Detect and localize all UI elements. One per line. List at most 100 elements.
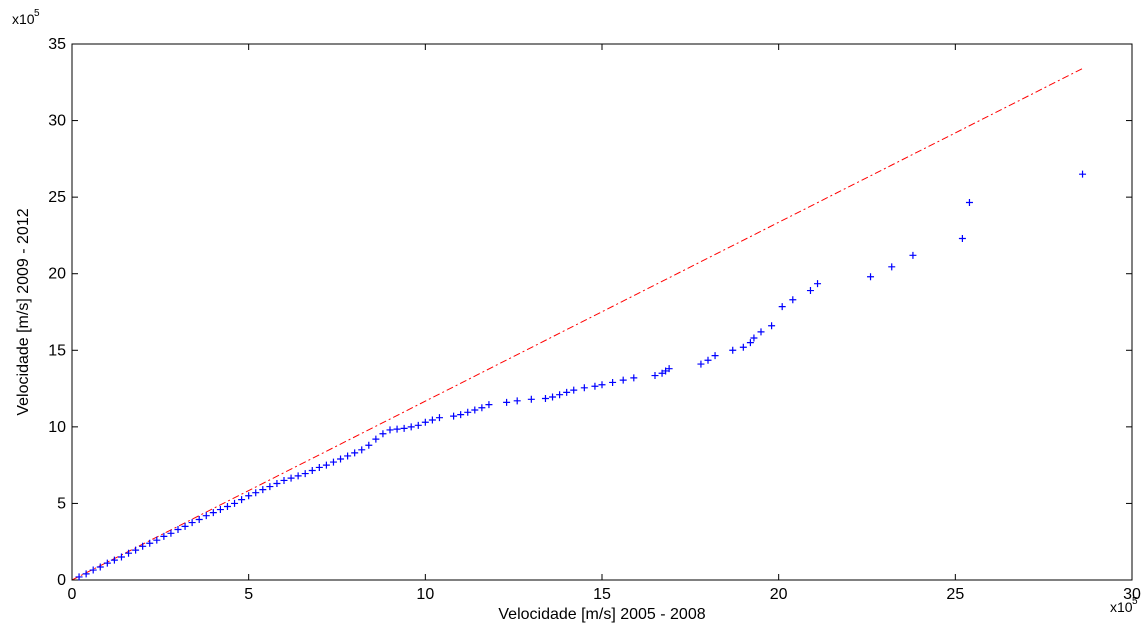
y-tick-label: 25 <box>48 189 66 206</box>
y-exponent-power: 5 <box>34 8 40 19</box>
x-exponent-power: 5 <box>1132 596 1138 607</box>
y-tick-label: 0 <box>57 572 66 589</box>
data-point <box>287 474 295 482</box>
data-point <box>478 404 486 412</box>
data-point <box>768 322 776 330</box>
x-tick-label: 5 <box>244 586 253 603</box>
data-point <box>231 499 239 507</box>
data-point <box>280 476 288 484</box>
data-point <box>294 472 302 480</box>
data-point <box>750 334 758 342</box>
x-ticks-layer: 0 5 10 15 20 25 30 <box>68 44 1141 603</box>
data-point <box>315 463 323 471</box>
data-point <box>503 398 511 406</box>
data-point <box>153 536 161 544</box>
data-point <box>527 395 535 403</box>
data-point <box>407 423 415 431</box>
data-point <box>202 512 210 520</box>
data-point <box>188 519 196 527</box>
data-point <box>160 532 168 540</box>
data-point <box>337 455 345 463</box>
x-exponent-base: x10 <box>1110 599 1133 615</box>
data-point <box>814 280 822 288</box>
data-point <box>651 372 659 380</box>
data-point <box>435 414 443 422</box>
x-tick-label: 30 <box>1123 586 1141 603</box>
data-point <box>704 356 712 364</box>
data-point <box>195 516 203 524</box>
data-point <box>358 446 366 454</box>
data-point <box>485 401 493 409</box>
data-point <box>739 343 747 351</box>
data-point <box>580 384 588 392</box>
data-point <box>806 287 814 295</box>
x-tick-label: 15 <box>593 586 611 603</box>
data-point <box>570 386 578 394</box>
y-tick-label: 30 <box>48 113 66 130</box>
data-point <box>746 339 754 347</box>
data-point <box>139 542 147 550</box>
data-point <box>344 452 352 460</box>
data-point <box>379 430 387 438</box>
data-point <box>96 563 104 571</box>
data-point <box>167 529 175 537</box>
data-point <box>75 573 83 581</box>
data-point <box>471 406 479 414</box>
x-tick-label: 20 <box>770 586 788 603</box>
data-point <box>457 411 465 419</box>
y-axis-label: Velocidade [m/s] 2009 - 2012 <box>15 208 32 415</box>
data-point <box>365 441 373 449</box>
data-point <box>541 395 549 403</box>
y-tick-label: 15 <box>48 342 66 359</box>
data-point <box>619 376 627 384</box>
data-point <box>464 408 472 416</box>
data-point <box>308 467 316 475</box>
data-point <box>174 525 182 533</box>
y-tick-label: 10 <box>48 419 66 436</box>
data-point <box>273 480 281 488</box>
data-point <box>630 374 638 382</box>
data-point <box>209 509 217 517</box>
data-point <box>549 393 557 401</box>
data-point <box>400 424 408 432</box>
data-point <box>181 522 189 530</box>
y-tick-label: 20 <box>48 266 66 283</box>
data-point <box>89 566 97 574</box>
data-point <box>386 426 394 434</box>
data-point <box>351 449 359 457</box>
data-point <box>259 486 267 494</box>
data-point <box>1079 170 1087 178</box>
y-exponent-base: x10 <box>12 11 35 27</box>
data-point <box>252 489 260 497</box>
y-tick-label: 35 <box>48 36 66 53</box>
data-point <box>958 234 966 242</box>
data-point <box>146 539 154 547</box>
data-point <box>711 352 719 360</box>
data-point <box>322 461 330 469</box>
data-point <box>132 546 140 554</box>
data-point <box>245 492 253 500</box>
data-point <box>697 360 705 368</box>
data-point <box>662 367 670 375</box>
reference-line-layer <box>71 68 1083 581</box>
data-point <box>556 391 564 399</box>
data-point <box>223 502 231 510</box>
data-point <box>393 425 401 433</box>
data-point <box>778 303 786 311</box>
data-point <box>216 506 224 514</box>
data-point <box>867 273 875 281</box>
x-axis-label: Velocidade [m/s] 2005 - 2008 <box>498 606 705 623</box>
data-point <box>729 346 737 354</box>
data-point <box>266 483 274 491</box>
y-ticks-layer: 0 5 10 15 20 25 30 35 <box>48 36 1132 589</box>
data-point <box>450 412 458 420</box>
data-point <box>372 435 380 443</box>
data-point <box>789 296 797 304</box>
data-point <box>658 369 666 377</box>
x-tick-label: 10 <box>416 586 434 603</box>
data-point <box>591 382 599 390</box>
data-point <box>329 458 337 466</box>
data-point <box>888 263 896 271</box>
data-point <box>117 553 125 561</box>
